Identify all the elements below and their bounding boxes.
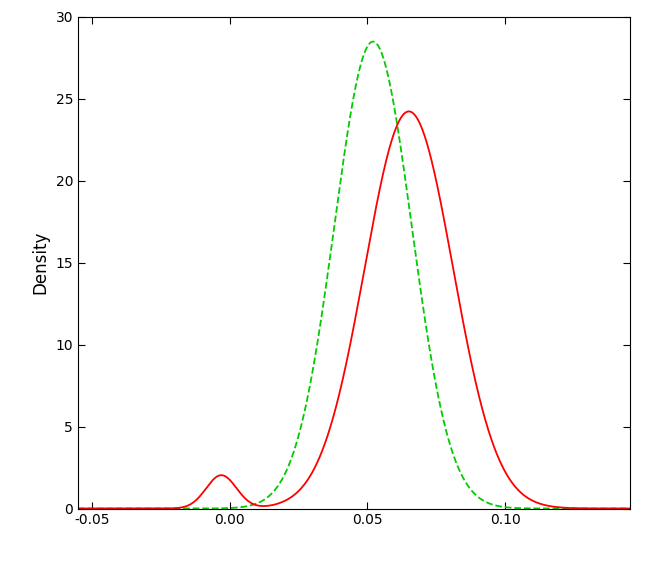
Y-axis label: Density: Density — [32, 231, 50, 294]
